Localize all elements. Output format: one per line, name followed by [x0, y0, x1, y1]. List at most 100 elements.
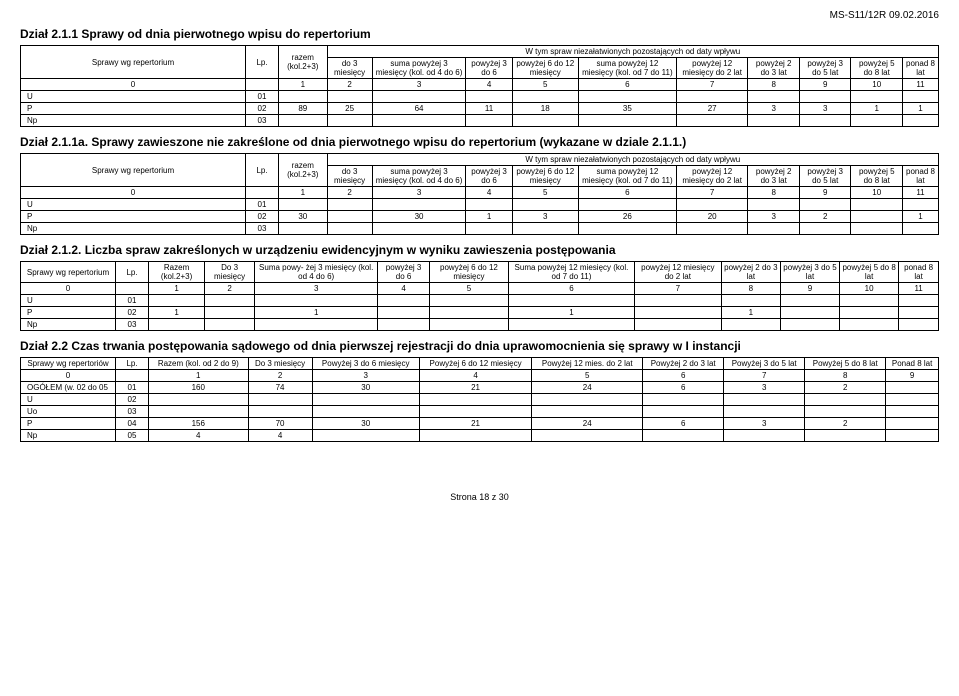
- cell: [634, 307, 721, 319]
- col-span: W tym spraw niezałatwionych pozostającyc…: [327, 46, 938, 58]
- cell: [509, 295, 635, 307]
- cell: [748, 115, 800, 127]
- col-razem: razem (kol.2+3): [279, 46, 328, 79]
- col-razem: razem (kol.2+3): [279, 154, 328, 187]
- col-lp: Lp.: [116, 358, 149, 370]
- cell: [466, 223, 512, 235]
- col: Powyżej 12 mies. do 2 lat: [532, 358, 643, 370]
- cell: [279, 223, 328, 235]
- cell: [578, 199, 676, 211]
- cell: [327, 199, 372, 211]
- row-lp: 01: [246, 91, 279, 103]
- cell: 1: [149, 307, 205, 319]
- cell: [805, 430, 886, 442]
- row-lp: 01: [116, 382, 149, 394]
- cell: [724, 430, 805, 442]
- cell: [799, 199, 851, 211]
- cell: 30: [312, 382, 419, 394]
- cell: 25: [327, 103, 372, 115]
- cell: [840, 307, 899, 319]
- cell: [721, 319, 780, 331]
- cell: [902, 115, 938, 127]
- cell: [532, 406, 643, 418]
- table-211: Sprawy wg repertorium Lp. razem (kol.2+3…: [20, 45, 939, 127]
- cell: [748, 223, 800, 235]
- section-title-22: Dział 2.2 Czas trwania postępowania sądo…: [20, 339, 939, 353]
- col: Do 3 miesięcy: [248, 358, 312, 370]
- col: powyżej 3 do 6: [466, 58, 512, 79]
- cell: [748, 199, 800, 211]
- cell: 30: [372, 211, 466, 223]
- cell: [466, 199, 512, 211]
- col: powyżej 2 do 3 lat: [721, 262, 780, 283]
- row-lp: 03: [116, 319, 149, 331]
- row-label: Np: [21, 319, 116, 331]
- index-row: 01234567891011: [21, 187, 939, 199]
- cell: [851, 211, 903, 223]
- cell: [851, 223, 903, 235]
- col: suma powyżej 3 miesięcy (kol. od 4 do 6): [372, 166, 466, 187]
- cell: 3: [512, 211, 578, 223]
- cell: [205, 319, 255, 331]
- cell: [899, 295, 939, 307]
- row-label: OGÓŁEM (w. 02 do 05: [21, 382, 116, 394]
- col: powyżej 3 do 5 lat: [780, 262, 839, 283]
- col: powyżej 12 miesięcy do 2 lat: [676, 58, 748, 79]
- table-row: Np03: [21, 115, 939, 127]
- col: ponad 8 lat: [899, 262, 939, 283]
- cell: [676, 91, 748, 103]
- cell: [279, 91, 328, 103]
- col: Razem (kol.2+3): [149, 262, 205, 283]
- row-lp: 02: [116, 307, 149, 319]
- table-row: P0415670302124632: [21, 418, 939, 430]
- cell: [886, 394, 939, 406]
- cell: [578, 91, 676, 103]
- col-sprawy: Sprawy wg repertorium: [21, 46, 246, 79]
- cell: [512, 115, 578, 127]
- cell: [902, 91, 938, 103]
- col: powyżej 3 do 5 lat: [799, 58, 851, 79]
- cell: [643, 394, 724, 406]
- col-sprawy: Sprawy wg repertorium: [21, 262, 116, 283]
- cell: [327, 211, 372, 223]
- cell: 3: [724, 382, 805, 394]
- cell: [676, 199, 748, 211]
- cell: [466, 115, 512, 127]
- cell: [149, 406, 249, 418]
- row-lp: 03: [246, 115, 279, 127]
- col: powyżej 6 do 12 miesięcy: [429, 262, 508, 283]
- cell: [799, 115, 851, 127]
- cell: 6: [643, 382, 724, 394]
- cell: [149, 295, 205, 307]
- cell: 3: [724, 418, 805, 430]
- cell: [851, 115, 903, 127]
- cell: [327, 115, 372, 127]
- cell: [327, 91, 372, 103]
- col: do 3 miesięcy: [327, 166, 372, 187]
- cell: [279, 199, 328, 211]
- header-code: MS-S11/12R 09.02.2016: [20, 10, 939, 21]
- cell: [724, 394, 805, 406]
- cell: 1: [509, 307, 635, 319]
- cell: 1: [902, 211, 938, 223]
- cell: [248, 406, 312, 418]
- cell: 4: [149, 430, 249, 442]
- cell: [840, 319, 899, 331]
- cell: [676, 223, 748, 235]
- row-lp: 02: [246, 103, 279, 115]
- table-row: U01: [21, 199, 939, 211]
- cell: [805, 406, 886, 418]
- cell: 18: [512, 103, 578, 115]
- page-footer: Strona 18 z 30: [20, 492, 939, 502]
- cell: [205, 307, 255, 319]
- cell: [886, 406, 939, 418]
- cell: 156: [149, 418, 249, 430]
- col: powyżej 5 do 8 lat: [840, 262, 899, 283]
- cell: [643, 430, 724, 442]
- cell: [429, 307, 508, 319]
- table-row: Np03: [21, 223, 939, 235]
- cell: [279, 115, 328, 127]
- cell: [643, 406, 724, 418]
- cell: [886, 430, 939, 442]
- col: Powyżej 5 do 8 lat: [805, 358, 886, 370]
